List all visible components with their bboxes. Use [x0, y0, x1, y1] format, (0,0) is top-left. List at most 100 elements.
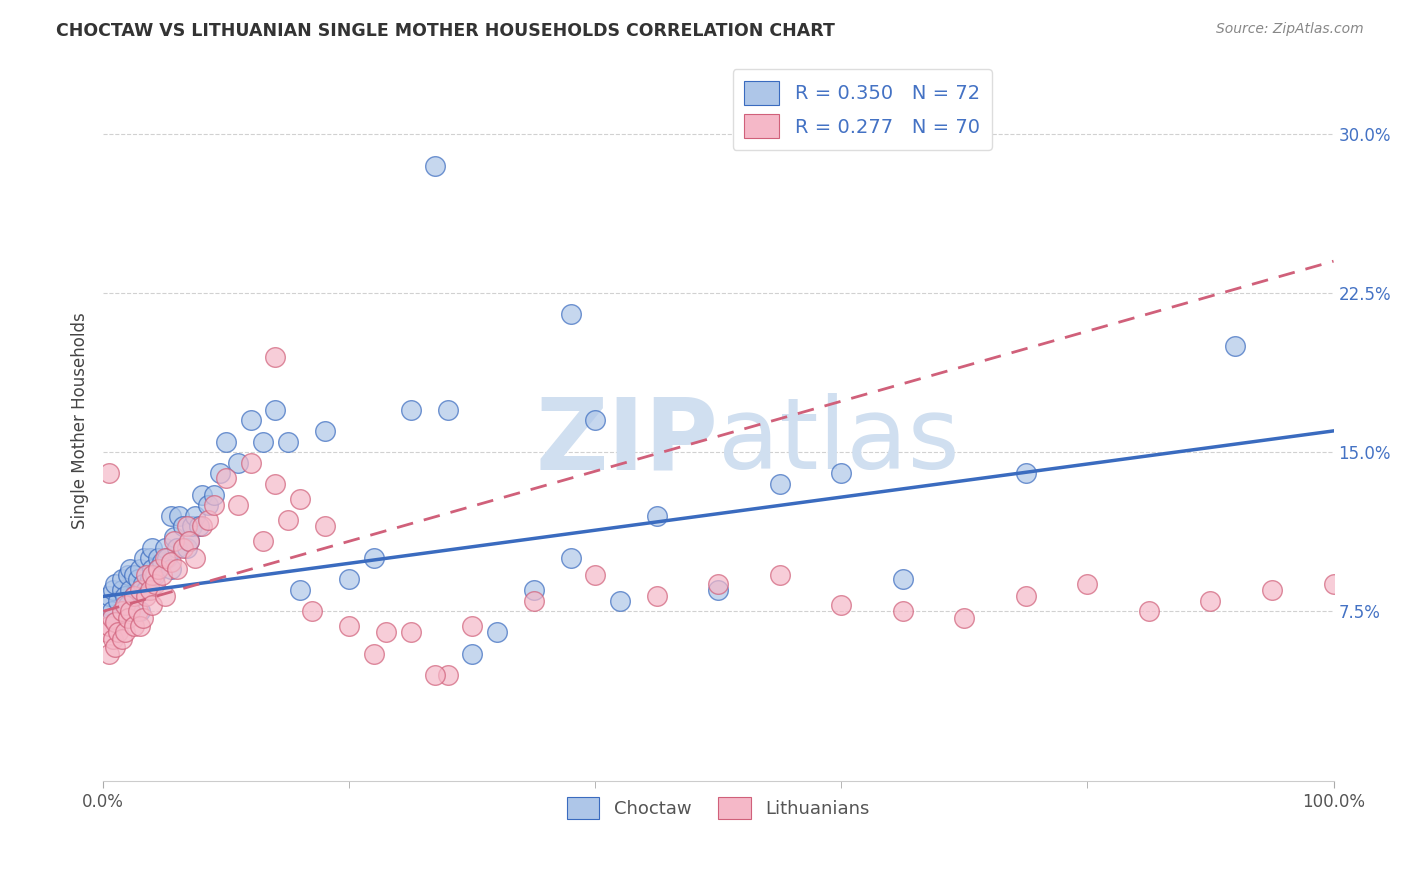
Point	[169, 508, 191, 523]
Point	[314, 519, 336, 533]
Point	[707, 576, 730, 591]
Point	[148, 551, 170, 566]
Point	[461, 619, 484, 633]
Point	[139, 551, 162, 566]
Point	[1223, 339, 1246, 353]
Point	[197, 513, 219, 527]
Point	[645, 590, 668, 604]
Point	[114, 625, 136, 640]
Point	[375, 625, 398, 640]
Point	[139, 573, 162, 587]
Point	[148, 562, 170, 576]
Point	[166, 562, 188, 576]
Point	[190, 487, 212, 501]
Point	[122, 590, 145, 604]
Point	[98, 647, 121, 661]
Point	[301, 604, 323, 618]
Point	[891, 573, 914, 587]
Point	[122, 619, 145, 633]
Point	[159, 508, 181, 523]
Point	[117, 568, 139, 582]
Point	[129, 604, 152, 618]
Point	[190, 519, 212, 533]
Point	[104, 615, 127, 629]
Point	[179, 534, 201, 549]
Point	[127, 604, 149, 618]
Point	[264, 402, 287, 417]
Point	[100, 604, 122, 618]
Point	[769, 477, 792, 491]
Point	[363, 647, 385, 661]
Point	[104, 615, 127, 629]
Point	[202, 487, 225, 501]
Point	[1076, 576, 1098, 591]
Point	[560, 307, 582, 321]
Point	[107, 593, 129, 607]
Point	[436, 402, 458, 417]
Point	[228, 498, 250, 512]
Point	[583, 568, 606, 582]
Point	[707, 582, 730, 597]
Point	[101, 632, 124, 646]
Point	[180, 519, 202, 533]
Point	[141, 562, 163, 576]
Point	[425, 668, 447, 682]
Legend: Choctaw, Lithuanians: Choctaw, Lithuanians	[560, 789, 877, 826]
Point	[143, 576, 166, 591]
Point	[110, 582, 132, 597]
Point	[252, 434, 274, 449]
Point	[159, 562, 181, 576]
Point	[176, 519, 198, 533]
Point	[141, 568, 163, 582]
Point	[135, 568, 157, 582]
Point	[120, 604, 142, 618]
Point	[215, 434, 238, 449]
Point	[399, 625, 422, 640]
Point	[104, 640, 127, 655]
Point	[148, 562, 170, 576]
Point	[239, 456, 262, 470]
Point	[114, 598, 136, 612]
Point	[117, 610, 139, 624]
Point	[96, 598, 118, 612]
Point	[114, 590, 136, 604]
Point	[172, 541, 194, 555]
Point	[143, 568, 166, 582]
Text: Source: ZipAtlas.com: Source: ZipAtlas.com	[1216, 22, 1364, 37]
Point	[264, 477, 287, 491]
Point	[166, 541, 188, 555]
Point	[264, 350, 287, 364]
Point	[150, 556, 173, 570]
Point	[197, 498, 219, 512]
Point	[252, 534, 274, 549]
Point	[1261, 582, 1284, 597]
Point	[523, 593, 546, 607]
Point	[163, 534, 186, 549]
Y-axis label: Single Mother Households: Single Mother Households	[72, 312, 89, 529]
Point	[239, 413, 262, 427]
Point	[314, 424, 336, 438]
Point	[100, 610, 122, 624]
Point	[110, 604, 132, 618]
Point	[135, 590, 157, 604]
Point	[127, 573, 149, 587]
Point	[277, 513, 299, 527]
Point	[104, 576, 127, 591]
Point	[120, 582, 142, 597]
Point	[337, 573, 360, 587]
Point	[122, 590, 145, 604]
Point	[132, 551, 155, 566]
Point	[120, 562, 142, 576]
Point	[129, 582, 152, 597]
Point	[560, 551, 582, 566]
Point	[277, 434, 299, 449]
Text: atlas: atlas	[718, 393, 960, 491]
Point	[156, 551, 179, 566]
Point	[163, 530, 186, 544]
Point	[101, 582, 124, 597]
Point	[129, 562, 152, 576]
Point	[122, 568, 145, 582]
Point	[645, 508, 668, 523]
Point	[139, 582, 162, 597]
Point	[153, 551, 176, 566]
